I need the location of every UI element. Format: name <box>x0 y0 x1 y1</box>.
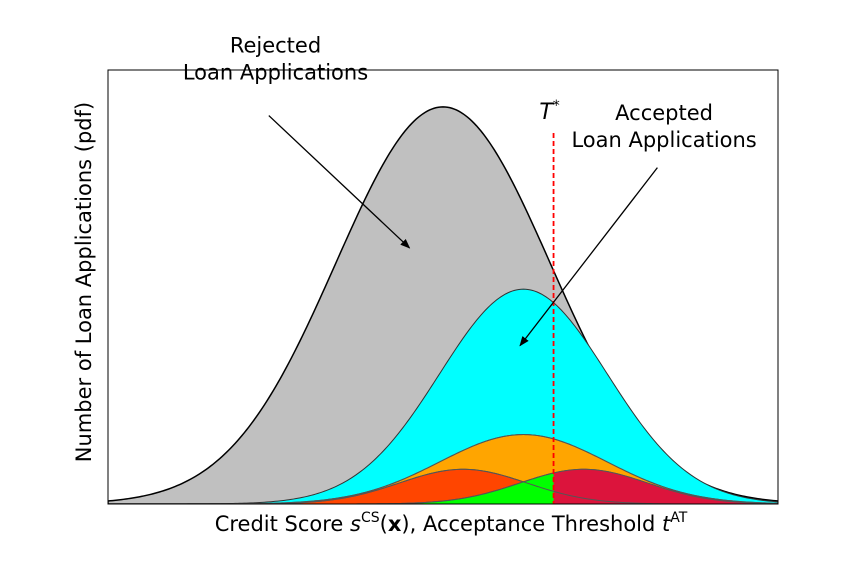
overlap-area <box>553 469 778 504</box>
series-outline-5 <box>108 468 778 504</box>
annotation-arrow-accepted <box>519 167 658 347</box>
area-layer <box>108 106 778 504</box>
annotation-layer: Rejected Loan Applications Accepted Loan Ap… <box>183 34 757 347</box>
threshold-layer: T* <box>539 98 560 504</box>
annotation-rejected: Rejected Loan Applications <box>183 34 368 85</box>
annotation-arrow-rejected <box>268 115 411 249</box>
threshold-label: T* <box>539 98 559 125</box>
plot-frame <box>107 69 779 505</box>
annotation-accepted: Accepted Loan Applications <box>571 101 756 152</box>
y-axis-label: Number of Loan Applications (pdf) <box>72 102 96 462</box>
x-axis-label: Credit Score sCS(x), Acceptance Threshol… <box>215 510 688 536</box>
